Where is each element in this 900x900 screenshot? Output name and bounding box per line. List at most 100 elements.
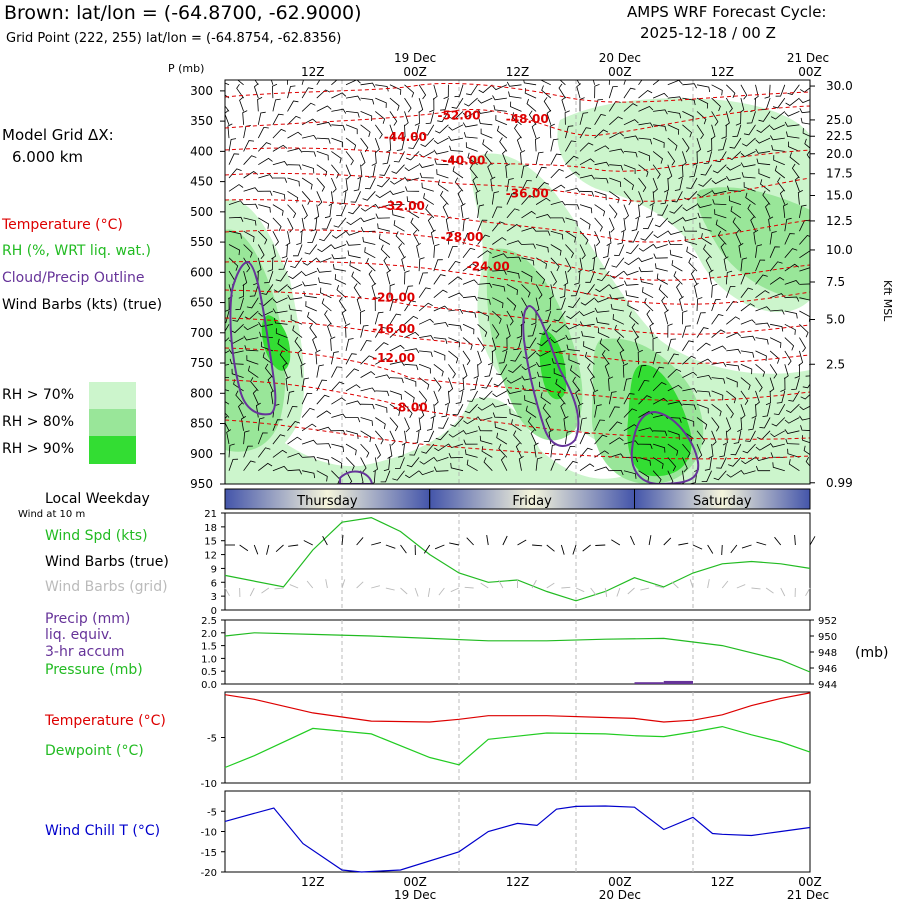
wind-barb (583, 341, 595, 352)
wind-barb (331, 366, 342, 378)
wind-barb (725, 417, 732, 433)
wind-barb (799, 405, 810, 411)
wind-barb (506, 193, 518, 205)
wind-barb (550, 270, 557, 286)
height-axis: 30.0 25.0 22.5 20.0 17.5 15.0 12.5 10.0 7.5 5.0 2.… (810, 79, 853, 490)
precip-panel-frame (224, 619, 811, 685)
wind-barb (230, 324, 244, 334)
wind-barb (225, 416, 230, 431)
wind-barb (725, 403, 734, 419)
wind-barb (579, 97, 585, 112)
wind-barb (389, 377, 404, 384)
surface-wind-barb-true (809, 536, 816, 546)
wind-barb (609, 270, 625, 279)
pressure-axis-label: P (mb) (168, 62, 204, 75)
wind-barb (258, 157, 273, 166)
wind-barb (419, 350, 433, 358)
wind-barb (608, 391, 617, 405)
wind-barb (755, 148, 771, 154)
wind-barb (784, 121, 800, 127)
wind-barb (676, 283, 683, 298)
wind-barb (409, 443, 420, 456)
wind-barb (466, 84, 478, 96)
time-label-top: 00Z (798, 65, 822, 79)
wind-barb (638, 151, 650, 161)
wind-barb (389, 124, 395, 140)
wind-barb (606, 231, 612, 246)
wind-barb (301, 87, 314, 99)
wind-barb (524, 337, 537, 349)
wind-barb (722, 430, 728, 446)
surface-wind-barb-grid (438, 587, 445, 596)
wind-barb (460, 203, 466, 218)
wind-barb (667, 151, 676, 166)
height-tick-label: 17.5 (826, 167, 853, 181)
wind-barb (419, 172, 434, 179)
weekday-label: Friday (512, 494, 552, 509)
wind-barb (726, 84, 736, 98)
wind-barb (452, 404, 464, 416)
pressure-tick-label: 800 (190, 386, 213, 400)
wind-barb (418, 84, 427, 100)
wind-barb (541, 85, 552, 99)
wind-barb (652, 151, 663, 164)
wind-barb (507, 398, 522, 405)
wind-barb (535, 197, 551, 205)
wind-barb (711, 111, 719, 126)
wind-barb (777, 177, 786, 192)
wind-barb (418, 377, 430, 390)
wind-barb (410, 217, 420, 232)
wind-barb (550, 230, 564, 240)
wind-barb (301, 164, 315, 174)
wind-barb (321, 217, 332, 230)
wind-barb (477, 219, 488, 232)
wind-barb (723, 256, 729, 272)
wind-barb (287, 115, 301, 126)
wind-barb (565, 204, 580, 210)
wind-barb (653, 109, 668, 115)
wind-barb (578, 402, 584, 418)
time-label-bottom: 12Z (506, 875, 530, 889)
wind-barb (799, 98, 810, 104)
wind-barb (433, 289, 448, 299)
wind-barb (765, 203, 771, 219)
wind-barb (609, 294, 624, 300)
wind-barb (506, 224, 522, 232)
wind-barb (287, 100, 299, 112)
wind-barb (638, 411, 654, 418)
wind-barb (524, 88, 537, 99)
wind-barb (646, 204, 654, 218)
wind-barb (287, 452, 303, 458)
wind-barb (382, 151, 391, 165)
wind-barb (249, 284, 259, 297)
wind-barb (779, 189, 786, 205)
temperature-contour-label: -16.00 (372, 322, 415, 336)
temperature-contour (225, 347, 810, 401)
pressure-tick-label: 550 (190, 235, 213, 249)
wind-barb (405, 151, 420, 161)
wind-barb (638, 257, 654, 263)
wind-speed-tick-label: 6 (211, 578, 217, 589)
wind-barb (408, 137, 420, 149)
wind-barb (726, 390, 737, 404)
wind-barb (740, 303, 755, 312)
legend-pressure: Pressure (mb) (45, 662, 143, 678)
surface-wind-barb-true (774, 536, 782, 546)
wind-barb (579, 158, 595, 166)
wind-barb (360, 124, 371, 138)
wind-barb (522, 385, 537, 392)
wind-barb (491, 402, 507, 408)
pressure-tick-label: 350 (190, 114, 213, 128)
wind-barb (310, 217, 318, 232)
wind-barb (257, 417, 265, 431)
wind-barb (696, 443, 703, 459)
wind-barb (550, 153, 562, 165)
wind-barb (638, 427, 654, 433)
wind-barb (774, 165, 786, 179)
wind-barb (597, 327, 610, 338)
wind-barb (389, 417, 399, 432)
wind-barb (551, 358, 566, 365)
wind-barb (638, 244, 654, 252)
wind-barb (362, 236, 376, 245)
